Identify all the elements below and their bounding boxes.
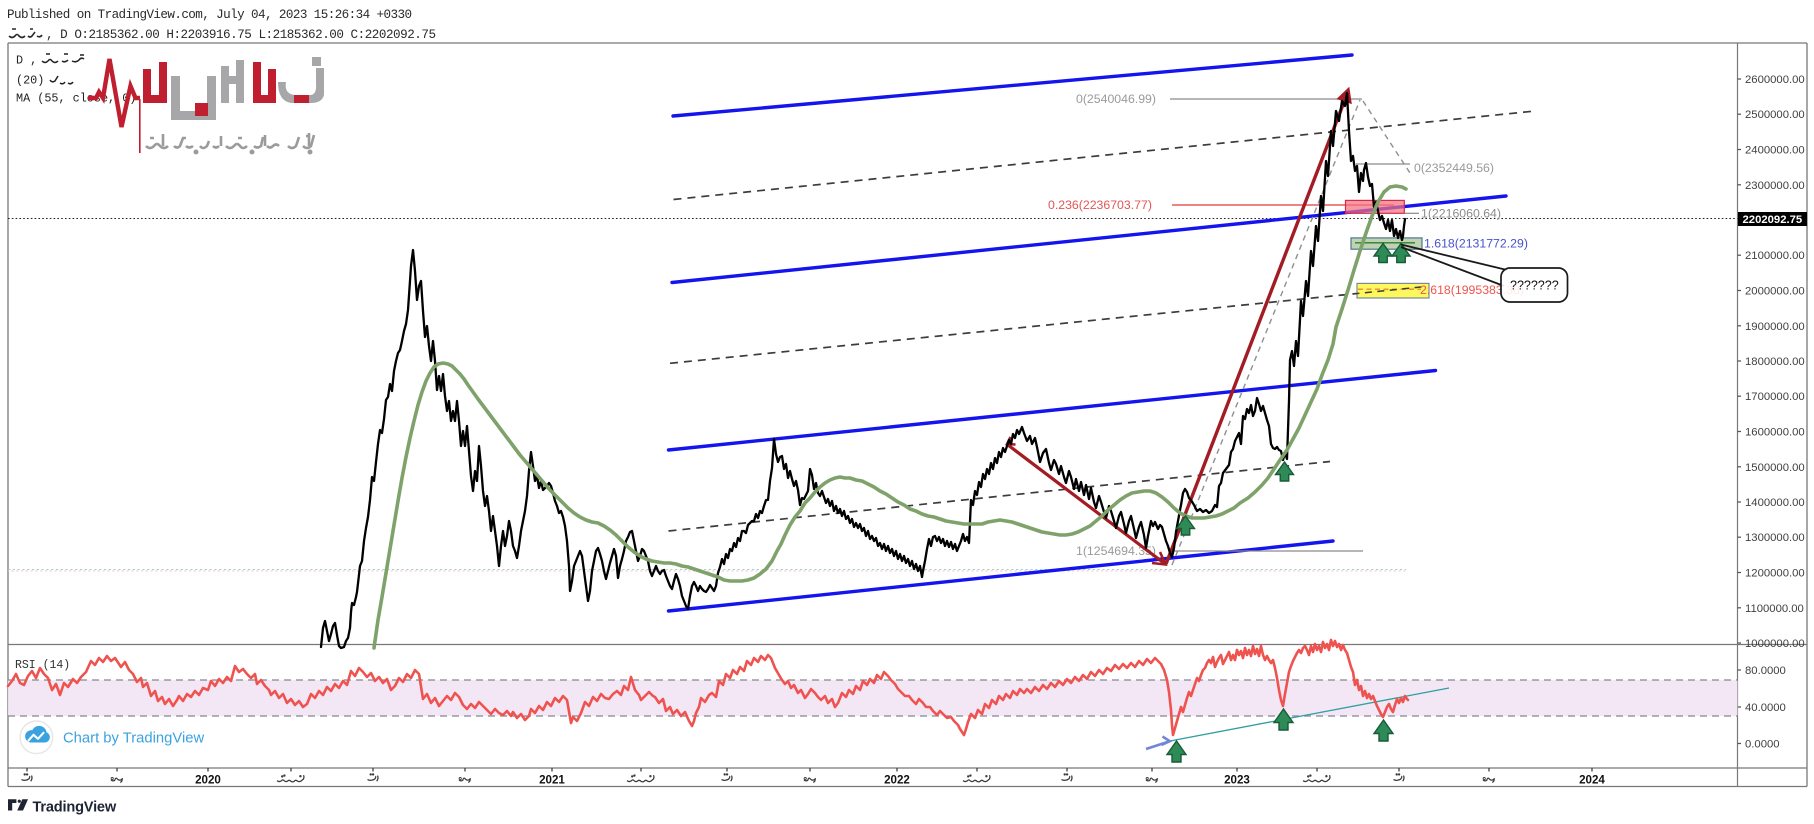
svg-text:1000000.00: 1000000.00 xyxy=(1745,638,1805,650)
svg-text:2000000.00: 2000000.00 xyxy=(1745,286,1805,298)
svg-text:40.0000: 40.0000 xyxy=(1745,702,1786,714)
svg-text:2024: 2024 xyxy=(1579,774,1605,787)
svg-text:2600000.00: 2600000.00 xyxy=(1745,74,1805,86)
svg-text:1(2216060.64): 1(2216060.64) xyxy=(1421,207,1501,221)
svg-text:???????: ??????? xyxy=(1510,279,1559,293)
svg-text:2400000.00: 2400000.00 xyxy=(1745,145,1805,157)
svg-text:MA (55, close, 0): MA (55, close, 0) xyxy=(16,92,136,106)
svg-text:2202092.75: 2202092.75 xyxy=(1743,214,1803,226)
svg-text:0(2540046.99): 0(2540046.99) xyxy=(1076,92,1156,106)
svg-text:2021: 2021 xyxy=(539,774,565,787)
svg-text:1700000.00: 1700000.00 xyxy=(1745,391,1805,403)
svg-text:2.618(1995383.38): 2.618(1995383.38) xyxy=(1420,283,1524,297)
svg-text:0.236(2236703.77): 0.236(2236703.77) xyxy=(1048,198,1152,212)
svg-text:TradingView: TradingView xyxy=(33,800,117,816)
svg-text:Chart by TradingView: Chart by TradingView xyxy=(63,731,205,747)
svg-text:1500000.00: 1500000.00 xyxy=(1745,462,1805,474)
svg-text:0(2352449.56): 0(2352449.56) xyxy=(1414,161,1494,175)
svg-text:D ,: D , xyxy=(16,54,37,68)
svg-text:0.0000: 0.0000 xyxy=(1745,739,1780,751)
svg-text:80.0000: 80.0000 xyxy=(1745,665,1786,677)
svg-text:1300000.00: 1300000.00 xyxy=(1745,532,1805,544)
svg-text:Published on TradingView.com,: Published on TradingView.com, July 04, 2… xyxy=(7,8,412,22)
svg-text:2100000.00: 2100000.00 xyxy=(1745,250,1805,262)
svg-text:1600000.00: 1600000.00 xyxy=(1745,427,1805,439)
svg-text:, D O:2185362.00 H:2203916.75: , D O:2185362.00 H:2203916.75 L:2185362.… xyxy=(46,28,436,42)
svg-text:2500000.00: 2500000.00 xyxy=(1745,109,1805,121)
svg-text:1800000.00: 1800000.00 xyxy=(1745,356,1805,368)
svg-text:1400000.00: 1400000.00 xyxy=(1745,497,1805,509)
svg-text:2300000.00: 2300000.00 xyxy=(1745,180,1805,192)
svg-text:2022: 2022 xyxy=(884,774,910,787)
svg-text:1.618(2131772.29): 1.618(2131772.29) xyxy=(1424,237,1528,251)
svg-text:2020: 2020 xyxy=(195,774,221,787)
svg-text:RSI (14): RSI (14) xyxy=(15,659,70,672)
svg-text:(20): (20) xyxy=(16,74,44,88)
svg-text:1900000.00: 1900000.00 xyxy=(1745,321,1805,333)
svg-text:1(1254694.35): 1(1254694.35) xyxy=(1076,544,1156,558)
svg-text:1100000.00: 1100000.00 xyxy=(1745,603,1804,615)
svg-text:1200000.00: 1200000.00 xyxy=(1745,568,1805,580)
svg-text:2023: 2023 xyxy=(1224,774,1250,787)
